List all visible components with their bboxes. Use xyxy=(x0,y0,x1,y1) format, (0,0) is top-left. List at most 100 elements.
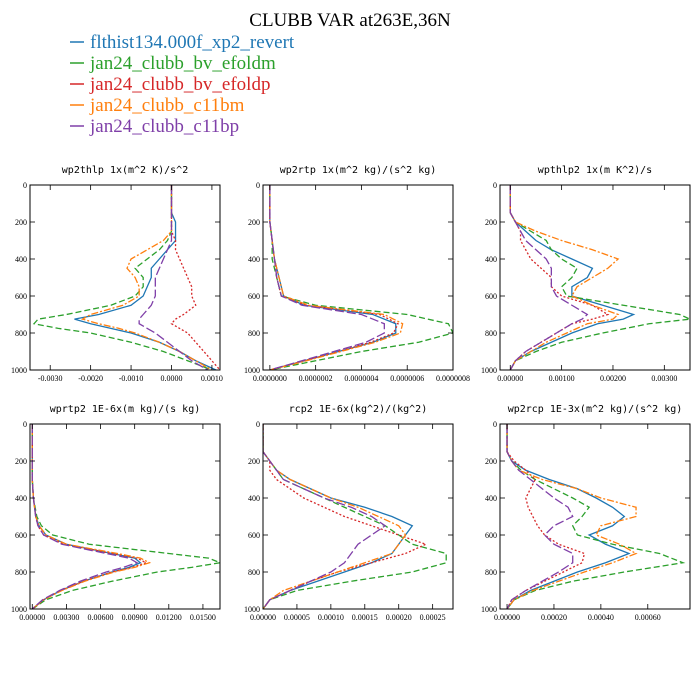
x-tick-label: 0.00000 xyxy=(494,613,520,622)
series-line xyxy=(31,424,152,609)
legend-entry: jan24_clubb_c11bp xyxy=(89,116,239,137)
x-tick-label: 0.0000008 xyxy=(436,374,470,383)
chart-panel: wp2thlp 1x(m^2 K)/s^2 0 200 400 600 800 1000 -0… xyxy=(11,165,223,383)
chart-panel: wpthlp2 1x(m K^2)/s020040060080010000.00… xyxy=(481,165,691,383)
series-line xyxy=(138,185,209,370)
x-tick-label: 0.00900 xyxy=(122,613,148,622)
y-tick-label: 600 xyxy=(15,531,27,540)
figure-title: CLUBB VAR at263E,36N xyxy=(249,10,451,31)
y-tick-label: 800 xyxy=(485,329,497,338)
series-line xyxy=(263,424,407,609)
panel-title: wpthlp2 1x(m K^2)/s xyxy=(538,165,652,176)
y-tick-label: 200 xyxy=(248,218,260,227)
chart-panel: wp2rtp 1x(m^2 kg)/(s^2 kg) 0 200 400 600 800 1… xyxy=(244,165,470,383)
x-tick-label: 0.00060 xyxy=(635,613,661,622)
y-tick-label: 200 xyxy=(248,457,260,466)
y-tick-label: 800 xyxy=(248,568,260,577)
x-tick-label: 0.0000 xyxy=(160,374,182,383)
x-tick-label: 0.00025 xyxy=(420,613,446,622)
series-line xyxy=(269,185,404,370)
x-tick-label: -0.0020 xyxy=(78,374,103,383)
x-tick-label: -0.0030 xyxy=(38,374,63,383)
series-line xyxy=(263,424,428,609)
y-tick-label: 0 xyxy=(493,420,497,429)
x-tick-label: 0.00000 xyxy=(497,374,523,383)
series-line xyxy=(80,185,213,370)
x-tick-label: 0.00200 xyxy=(600,374,626,383)
series-line xyxy=(509,185,589,370)
series-line xyxy=(506,424,631,609)
x-tick-label: 0.0000006 xyxy=(390,374,424,383)
x-tick-label: 0.00005 xyxy=(284,613,310,622)
legend-entry: flthist134.000f_xp2_revert xyxy=(90,32,295,53)
series-line xyxy=(74,185,217,370)
y-tick-label: 0 xyxy=(256,420,260,429)
plot-frame xyxy=(29,184,221,371)
y-tick-label: 0 xyxy=(493,181,497,190)
y-tick-label: 800 xyxy=(15,568,27,577)
chart-panel: wp2rcp 1E-3x(m^2 kg)/(s^2 kg) 0 200 400 600 8… xyxy=(481,404,691,622)
legend-entry: jan24_clubb_bv_efoldp xyxy=(89,74,270,95)
y-tick-label: 1000 xyxy=(244,366,260,375)
y-tick-label: 1000 xyxy=(481,366,497,375)
y-tick-label: 0 xyxy=(23,181,27,190)
x-tick-label: 0.0000002 xyxy=(299,374,333,383)
series-line xyxy=(263,424,447,609)
y-tick-label: 800 xyxy=(485,568,497,577)
y-tick-label: 600 xyxy=(248,292,260,301)
series-line xyxy=(170,185,220,370)
legend-entry: jan24_clubb_bv_efoldm xyxy=(89,53,276,74)
series-line xyxy=(31,424,139,609)
x-tick-label: 0.00100 xyxy=(549,374,575,383)
y-tick-label: 0 xyxy=(256,181,260,190)
y-tick-label: 1000 xyxy=(11,366,27,375)
series-line xyxy=(263,424,387,609)
plot-frame xyxy=(29,423,221,610)
y-tick-label: 400 xyxy=(248,494,260,503)
series-line xyxy=(509,185,636,370)
plot-frame xyxy=(262,184,454,371)
y-tick-label: 400 xyxy=(15,494,27,503)
series-line xyxy=(269,185,399,370)
y-tick-label: 600 xyxy=(248,531,260,540)
x-tick-label: 0.0000000 xyxy=(253,374,287,383)
x-tick-label: 0.0010 xyxy=(201,374,223,383)
x-tick-label: 0.00010 xyxy=(318,613,344,622)
y-tick-label: 400 xyxy=(15,255,27,264)
x-tick-label: 0.00020 xyxy=(386,613,412,622)
y-tick-label: 800 xyxy=(15,329,27,338)
y-tick-label: 800 xyxy=(248,329,260,338)
x-tick-label: 0.00000 xyxy=(250,613,276,622)
series-line xyxy=(509,185,620,370)
y-tick-label: 600 xyxy=(15,292,27,301)
panel-title: wprtp2 1E-6x(m kg)/(s kg) xyxy=(50,404,201,415)
series-line xyxy=(506,424,586,609)
y-tick-label: 1000 xyxy=(11,605,27,614)
y-tick-label: 400 xyxy=(485,255,497,264)
plot-frame xyxy=(499,184,691,371)
panel-title: wp2rtp 1x(m^2 kg)/(s^2 kg) xyxy=(280,165,437,176)
series-line xyxy=(269,185,453,370)
x-tick-label: 0.00600 xyxy=(88,613,114,622)
series-line xyxy=(269,185,385,370)
chart-panel: rcp2 1E-6x(kg^2)/(kg^2) 0 200 400 600 800 1000… xyxy=(244,404,454,622)
panel-title: rcp2 1E-6x(kg^2)/(kg^2) xyxy=(289,404,427,415)
plot-frame xyxy=(262,423,454,610)
plot-frame xyxy=(499,423,691,610)
panel-title: wp2rcp 1E-3x(m^2 kg)/(s^2 kg) xyxy=(508,404,683,415)
x-tick-label: 0.00300 xyxy=(53,613,79,622)
y-tick-label: 200 xyxy=(485,457,497,466)
series-line xyxy=(31,424,148,609)
series-line xyxy=(506,424,686,609)
series-line xyxy=(32,185,213,370)
x-tick-label: 0.01500 xyxy=(190,613,216,622)
x-tick-label: 0.0000004 xyxy=(344,374,378,383)
legend-entry: jan24_clubb_c11bm xyxy=(89,95,245,116)
panel-title: wp2thlp 1x(m^2 K)/s^2 xyxy=(62,165,188,176)
x-tick-label: 0.00300 xyxy=(651,374,677,383)
y-tick-label: 200 xyxy=(15,457,27,466)
series-line xyxy=(506,424,574,609)
legend: flthist134.000f_xp2_revertjan24_clubb_bv… xyxy=(70,32,295,137)
x-tick-label: -0.0010 xyxy=(119,374,144,383)
